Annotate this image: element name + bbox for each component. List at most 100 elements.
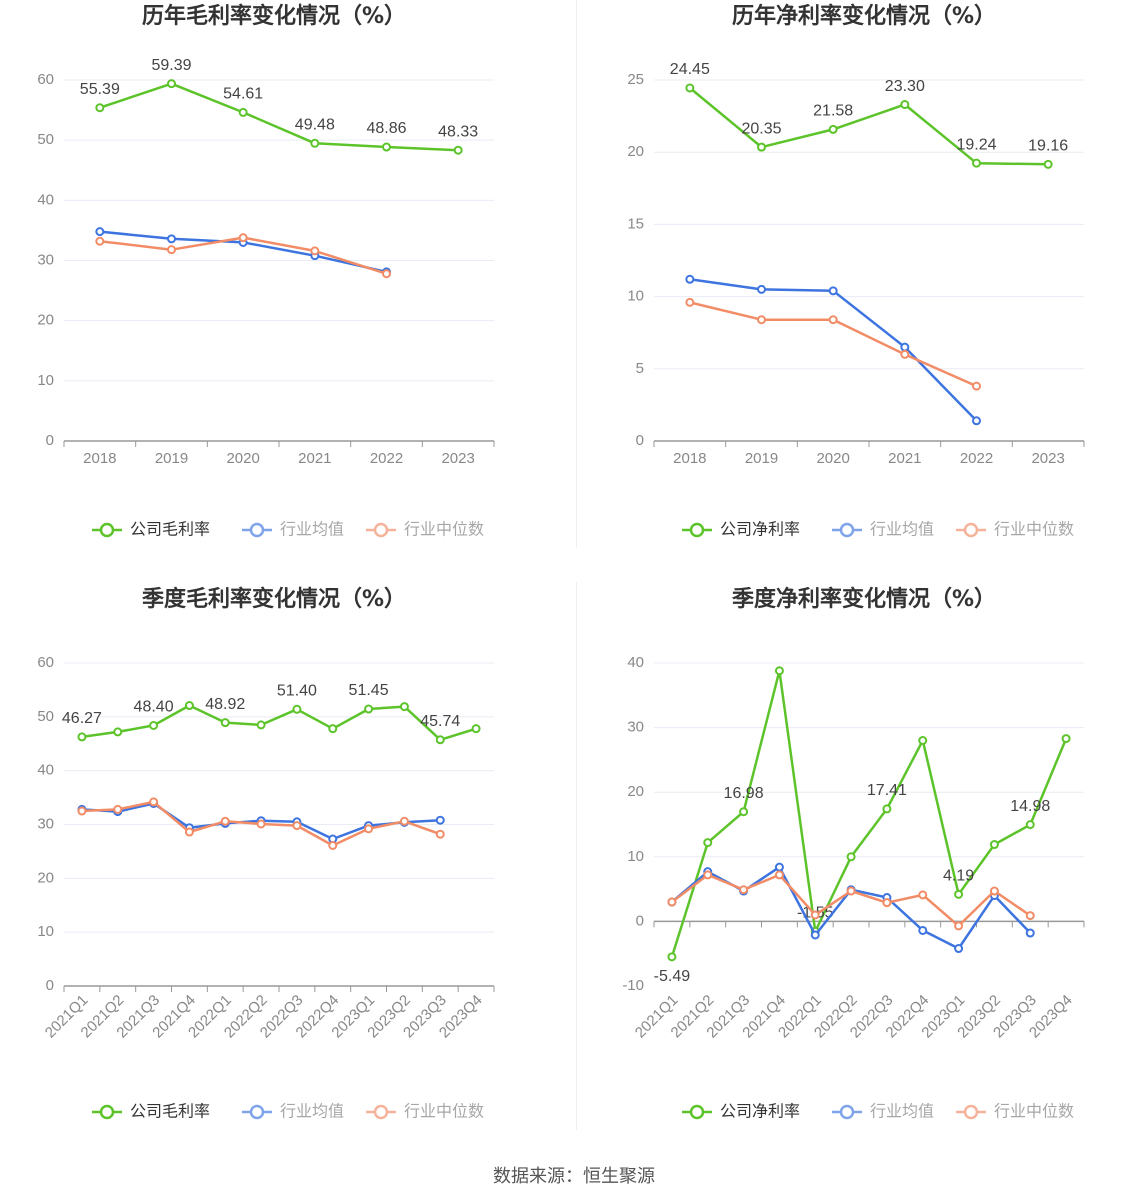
chart-title: 历年净利率变化情况（%） xyxy=(732,3,996,29)
series-industry_median xyxy=(667,870,1035,931)
data-label: 19.24 xyxy=(956,136,996,153)
data-point xyxy=(918,736,928,746)
data-point xyxy=(167,245,176,255)
series-industry_avg xyxy=(667,862,1035,954)
y-tick-label: 20 xyxy=(37,312,54,329)
y-tick-label: 20 xyxy=(627,143,644,160)
data-point xyxy=(1025,928,1035,938)
data-label: 14.98 xyxy=(1010,798,1050,815)
chart-4: 季度净利率变化情况（%）-100102030402021Q12021Q22021… xyxy=(622,586,1085,1121)
data-point xyxy=(399,702,409,712)
x-tick-label: 2023 xyxy=(1031,450,1064,467)
y-tick-label: 10 xyxy=(627,848,644,865)
data-point xyxy=(453,145,463,155)
data-point xyxy=(1043,159,1053,169)
data-point xyxy=(328,840,338,850)
data-point xyxy=(113,804,123,814)
series-industry_median xyxy=(95,233,391,279)
chart-1: 历年毛利率变化情况（%） 0 10 20 30 40 50 60 2018 2019 2020 202… xyxy=(37,3,495,539)
legend-marker xyxy=(249,1104,265,1120)
legend-item: 公司毛利率 xyxy=(92,520,210,539)
data-point xyxy=(954,889,964,899)
data-point xyxy=(810,910,820,920)
data-point xyxy=(739,807,749,817)
data-point xyxy=(989,886,999,896)
legend-marker xyxy=(99,1104,115,1120)
data-label: 17.41 xyxy=(867,782,907,799)
y-tick-label: 30 xyxy=(37,815,54,832)
y-tick-label: 30 xyxy=(37,251,54,268)
data-point xyxy=(435,829,445,839)
legend-item: 公司净利率 xyxy=(682,520,800,539)
data-label: 48.33 xyxy=(438,123,478,140)
y-tick-label: 40 xyxy=(37,191,54,208)
data-point xyxy=(292,821,302,831)
series-industry_median xyxy=(685,297,981,391)
chart-title: 历年毛利率变化情况（%） xyxy=(142,3,406,29)
data-point xyxy=(685,297,695,307)
data-label: 21.58 xyxy=(813,103,853,120)
data-point xyxy=(900,349,910,359)
data-label: 20.35 xyxy=(741,120,781,137)
legend-item: 行业均值 xyxy=(242,1102,344,1121)
data-label: 16.98 xyxy=(724,785,764,802)
series-line xyxy=(689,86,1049,166)
data-point xyxy=(77,806,87,816)
data-point xyxy=(774,862,784,872)
x-tick-label: 2020 xyxy=(226,450,259,467)
data-point xyxy=(1025,820,1035,830)
legend-marker xyxy=(689,522,705,538)
data-point xyxy=(918,890,928,900)
legend-marker xyxy=(963,1104,979,1120)
data-label: 51.45 xyxy=(349,682,389,699)
data-point xyxy=(149,797,159,807)
data-point xyxy=(882,898,892,908)
legend-label: 公司毛利率 xyxy=(130,1102,210,1121)
data-point xyxy=(828,286,838,296)
data-point xyxy=(238,233,248,243)
data-point xyxy=(113,727,123,737)
data-point xyxy=(685,274,695,284)
x-tick-label: 2023 xyxy=(441,450,474,467)
y-tick-label: 10 xyxy=(37,372,54,389)
data-label: 59.39 xyxy=(151,57,191,74)
data-point xyxy=(167,79,176,89)
y-tick-label: 0 xyxy=(46,977,54,994)
legend: 公司毛利率 行业均值 行业中位数 xyxy=(92,520,484,539)
data-point xyxy=(739,885,749,895)
y-tick-label: 20 xyxy=(627,783,644,800)
data-label: 45.74 xyxy=(420,713,460,730)
data-label: 4.19 xyxy=(943,868,974,885)
data-point xyxy=(238,107,248,117)
legend-item: 行业中位数 xyxy=(366,520,484,539)
x-tick-label: 2020 xyxy=(816,450,849,467)
data-point xyxy=(703,870,713,880)
data-point xyxy=(220,816,230,826)
data-point xyxy=(828,315,838,325)
data-point xyxy=(685,83,695,93)
series-company: 55.39 59.39 54.61 49.48 48.86 48.33 xyxy=(80,57,478,155)
legend-label: 行业中位数 xyxy=(994,1102,1074,1121)
legend-label: 行业中位数 xyxy=(994,520,1074,539)
y-tick-label: 0 xyxy=(46,432,54,449)
legend-item: 行业中位数 xyxy=(956,1102,1074,1121)
chart-title: 季度毛利率变化情况（%） xyxy=(142,586,406,612)
legend-item: 行业中位数 xyxy=(366,1102,484,1121)
data-point xyxy=(328,724,338,734)
data-point xyxy=(882,804,892,814)
data-point xyxy=(471,724,481,734)
data-point xyxy=(989,840,999,850)
data-label: 54.61 xyxy=(223,86,263,103)
legend-item: 公司毛利率 xyxy=(92,1102,210,1121)
legend-label: 公司毛利率 xyxy=(130,520,210,539)
data-point xyxy=(1061,734,1071,744)
data-point xyxy=(435,815,445,825)
data-point xyxy=(95,103,105,113)
data-label: 51.40 xyxy=(277,683,317,700)
data-point xyxy=(220,718,230,728)
legend: 公司净利率 行业均值 行业中位数 xyxy=(682,520,1074,539)
data-point xyxy=(184,701,194,711)
data-label: 19.16 xyxy=(1028,138,1068,155)
